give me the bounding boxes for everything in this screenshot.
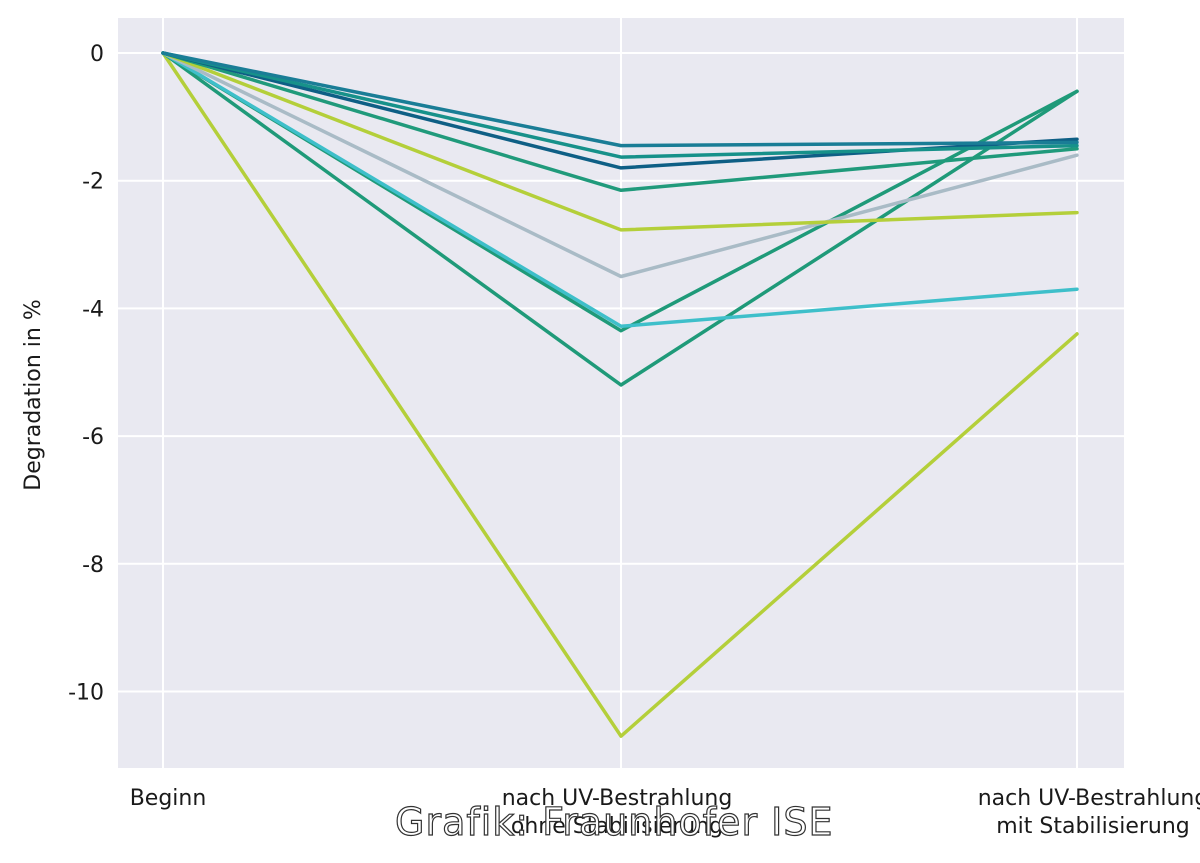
x-tick-label-line: Beginn [130, 786, 207, 811]
series-line-5 [161, 51, 1079, 279]
series-lines [161, 51, 1079, 738]
x-tick-label-line: nach UV-Bestrahlung [978, 786, 1200, 811]
series-line-6 [161, 51, 1079, 232]
x-tick-label-line: mit Stabilisierung [996, 814, 1190, 839]
series-line-2 [161, 51, 1079, 387]
y-axis-label: Degradation in % [21, 299, 46, 491]
y-tick-label: -6 [82, 425, 104, 450]
series-line-7 [161, 51, 1079, 193]
x-tick-label: Beginn [130, 786, 207, 811]
y-tick-label: 0 [90, 42, 104, 67]
x-tick-label: nach UV-Bestrahlung mit Stabilisierung [978, 786, 1200, 839]
x-axis-ticks: Beginn nach UV-Bestrahlung ohne Stabilisie… [130, 786, 1200, 839]
y-tick-label: -10 [68, 681, 104, 706]
series-line-4 [161, 51, 1079, 329]
x-tick-label-line: ohne Stabilisierung [511, 814, 723, 839]
x-tick-label-line: nach UV-Bestrahlung [502, 786, 733, 811]
credit-watermark: Grafik: Fraunhofer ISE [394, 799, 834, 844]
series-line-1 [161, 51, 1079, 738]
y-tick-label: -2 [82, 170, 104, 195]
series-line-10 [161, 51, 1079, 148]
y-tick-label: -8 [82, 553, 104, 578]
x-tick-label: nach UV-Bestrahlung ohne Stabilisierung [502, 786, 733, 839]
series-line-9 [161, 51, 1079, 159]
y-tick-label: -4 [82, 297, 104, 322]
y-axis-ticks: 0 -2 -4 -6 -8 -10 [68, 42, 104, 706]
